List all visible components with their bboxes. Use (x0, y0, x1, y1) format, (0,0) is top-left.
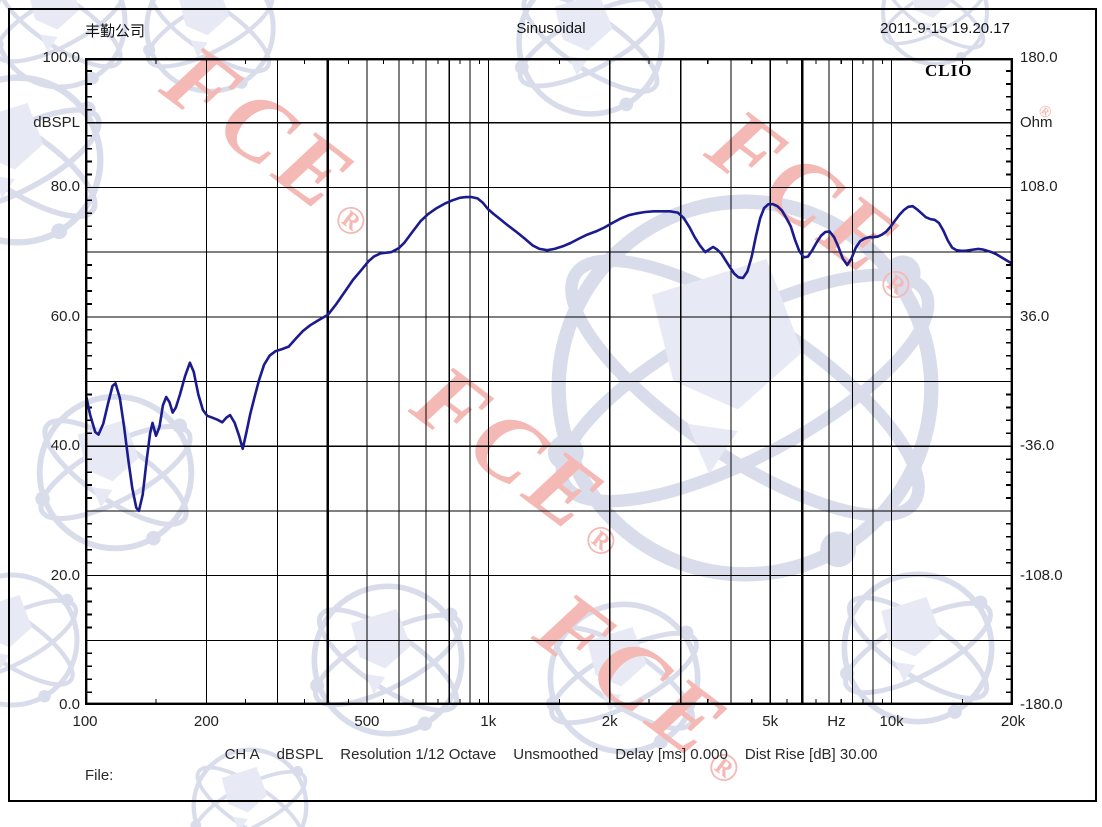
dist-rise-label: Dist Rise [dB] 30.00 (744, 746, 878, 763)
atom-logo-watermark (840, 571, 995, 725)
atom-logo-watermark (546, 601, 701, 755)
clio-logo-label: CLIO (925, 61, 973, 80)
atom-logo-watermark (539, 593, 709, 768)
unit-label: dBSPL (276, 746, 324, 763)
chart-border (85, 58, 1013, 705)
frequency-response-chart (85, 58, 1013, 705)
y-axis-left-tick-label: 20.0 (50, 566, 80, 584)
atom-logo-watermark (508, 0, 673, 130)
atom-logo-watermark (547, 194, 939, 582)
atom-logo-watermark (875, 0, 995, 77)
atom-logo-watermark (530, 173, 960, 608)
x-axis-tick-label: 20k (1000, 713, 1026, 730)
delay-label: Delay [ms] 0.000 (615, 746, 728, 763)
measurement-status-line: CH A dBSPL Resolution 1/12 Octave Unsmoo… (0, 746, 1102, 763)
x-axis-tick-label: 1k (480, 713, 497, 730)
y-axis-right-tick-label: 36.0 (1020, 307, 1050, 325)
atom-logo-watermark (34, 393, 194, 551)
y-axis-left-unit-label: dBSPL (33, 113, 80, 131)
file-label: File: (85, 767, 114, 784)
y-axis-left-tick-label: 0.0 (59, 696, 80, 713)
x-axis-tick-label: 5k (762, 713, 779, 730)
y-axis-left-tick-label: 100.0 (42, 49, 80, 66)
measurement-title: Sinusoidal (516, 20, 586, 37)
y-axis-left-tick-label: 80.0 (50, 178, 80, 196)
y-axis-right-tick-label: 180.0 (1020, 49, 1058, 66)
y-axis-left-tick-label: 40.0 (50, 437, 80, 455)
chart-svg (85, 58, 1013, 705)
atom-logo-watermark (880, 0, 989, 66)
resolution-label: Resolution 1/12 Octave (340, 746, 497, 763)
x-axis-tick-label: 10k (879, 713, 904, 730)
y-axis-left-tick-label: 60.0 (50, 307, 80, 325)
x-axis-tick-label: 100 (72, 713, 98, 730)
y-axis-right-tick-label: -180.0 (1020, 696, 1063, 713)
y-axis-right-tick-label: 108.0 (1020, 178, 1058, 196)
x-axis-tick-label: 200 (193, 713, 219, 730)
atom-logo-watermark (28, 385, 203, 565)
y-axis-right-tick-label: -108.0 (1020, 566, 1063, 584)
atom-logo-watermark (303, 575, 473, 750)
y-axis-right-unit-label: Ohm (1020, 113, 1053, 131)
timestamp: 2011-9-15 19.20.17 (880, 20, 1010, 37)
x-axis-unit-label: Hz (827, 713, 846, 730)
atom-logo-watermark (514, 0, 665, 117)
x-axis-tick-label: 500 (354, 713, 380, 730)
channel-label: CH A (224, 746, 260, 763)
atom-logo-watermark (310, 583, 465, 737)
smoothing-label: Unsmoothed (513, 746, 599, 763)
y-axis-right-tick-label: -36.0 (1020, 437, 1055, 455)
atom-logo-watermark (833, 563, 1003, 738)
x-axis-tick-label: 2k (601, 713, 618, 730)
response-curve (85, 195, 1013, 513)
page-border-frame (8, 8, 1097, 802)
company-name: 丰勤公司 (85, 23, 146, 40)
